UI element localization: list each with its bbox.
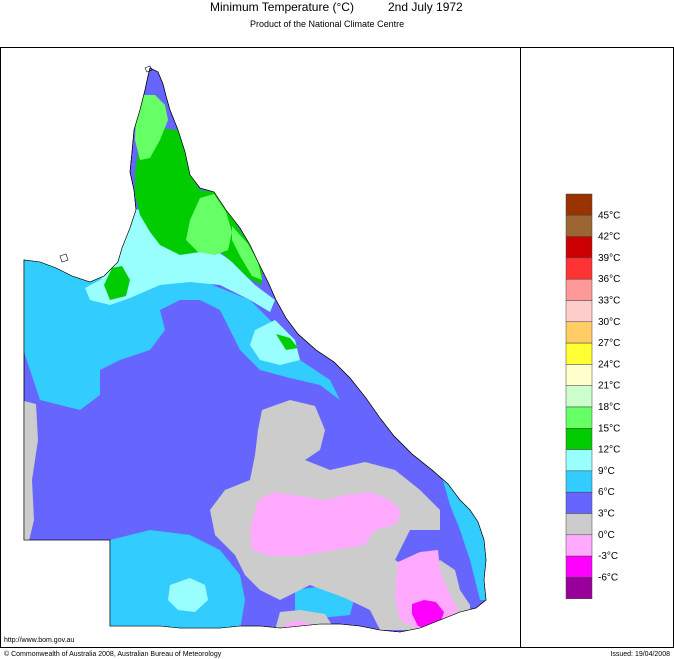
- legend-label: 3°C: [598, 509, 615, 520]
- legend-label: 39°C: [598, 253, 620, 264]
- map-title-date: 2nd July 1972: [388, 0, 463, 14]
- band-6-9-coast: [440, 470, 486, 600]
- band-m3-0-central: [250, 492, 402, 556]
- legend-label: 27°C: [598, 338, 620, 349]
- band-9-12-east: [250, 320, 300, 365]
- band-9-12-north: [85, 205, 275, 312]
- legend-swatch: [565, 215, 593, 237]
- legend-swatch: [565, 364, 593, 386]
- legend-swatch: [565, 236, 593, 259]
- legend-label: -3°C: [598, 551, 618, 562]
- map-subtitle: Product of the National Climate Centre: [250, 19, 405, 29]
- legend-label: 33°C: [598, 296, 620, 307]
- legend-label: 18°C: [598, 402, 620, 413]
- footer-url[interactable]: http://www.bom.gov.au: [4, 637, 75, 644]
- legend-label: 21°C: [598, 381, 620, 392]
- band-12-15-coast: [276, 334, 298, 350]
- footer-issued: Issued: 19/04/2008: [610, 651, 670, 658]
- legend-label: -6°C: [598, 572, 618, 583]
- queensland-map: [23, 65, 487, 633]
- band-0-3-west: [24, 400, 38, 545]
- legend-label: 36°C: [598, 274, 620, 285]
- band-15-18-east: [186, 194, 232, 255]
- legend-swatch: [565, 385, 593, 408]
- legend-swatch: [565, 321, 593, 344]
- island-gulf: [59, 253, 69, 263]
- legend-swatch: [565, 491, 593, 514]
- legend-swatch: [565, 577, 593, 599]
- island-torres: [144, 65, 153, 73]
- map-title-main: Minimum Temperature (°C): [210, 0, 354, 14]
- band-15-18-strip: [232, 226, 262, 280]
- legend-label: 42°C: [598, 232, 620, 243]
- legend-swatch: [565, 513, 593, 536]
- band-6-9-southwest: [110, 530, 245, 630]
- legend-label: 9°C: [598, 466, 615, 477]
- legend-label: 45°C: [598, 210, 620, 221]
- legend-label: 0°C: [598, 530, 615, 541]
- band-9-12-southwest: [168, 578, 208, 612]
- legend-label: 15°C: [598, 423, 620, 434]
- footer-copyright: © Commonwealth of Australia 2008, Austra…: [4, 651, 222, 658]
- legend-swatch: [565, 470, 593, 493]
- map-title: Minimum Temperature (°C) 2nd July 1972: [0, 0, 674, 16]
- legend-swatch: [565, 406, 593, 429]
- band-15-18-cape-tip: [135, 95, 168, 160]
- map-frame: 45°C 42°C 39°C 36°C 33°C 30°C 27°C 24°C 21°C 18°C…: [0, 47, 674, 648]
- band-6-9-blob: [234, 304, 256, 334]
- legend-swatch: [565, 278, 593, 301]
- legend-swatch: [565, 193, 593, 216]
- legend-label: 24°C: [598, 359, 620, 370]
- band-12-15-west: [104, 266, 130, 300]
- legend: 45°C 42°C 39°C 36°C 33°C 30°C 27°C 24°C 21°C 18°C…: [565, 193, 620, 599]
- queensland-outline: [23, 67, 487, 633]
- legend-swatch: [565, 428, 593, 450]
- legend-label: 30°C: [598, 317, 620, 328]
- legend-label: 12°C: [598, 445, 620, 456]
- legend-swatch: [565, 555, 593, 578]
- legend-swatch: [565, 342, 593, 365]
- legend-label: 6°C: [598, 487, 615, 498]
- legend-swatch: [565, 300, 593, 323]
- legend-swatch: [565, 449, 593, 472]
- legend-swatch: [565, 534, 593, 557]
- legend-swatch: [565, 257, 593, 280]
